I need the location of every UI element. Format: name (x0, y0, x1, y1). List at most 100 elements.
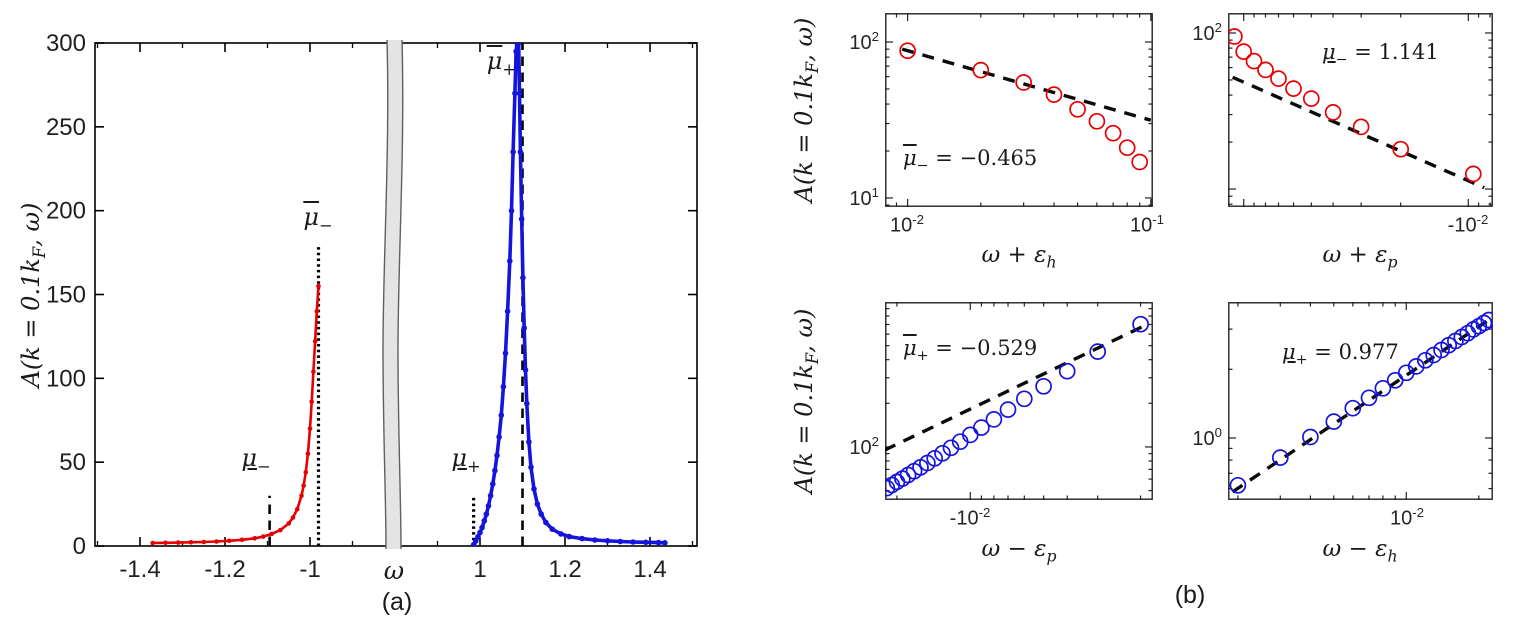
data-point-circle (1058, 362, 1076, 380)
particle-branch-marker (643, 539, 649, 546)
y-tick-label: 100 (46, 365, 86, 392)
hole-branch-curve (152, 286, 320, 545)
y-tick-label: 300 (46, 30, 86, 57)
tl-x-axis-label: ω + εh (981, 242, 1057, 272)
panel-b-subplot-bottom-right (1228, 302, 1493, 500)
data-point-circle (1271, 449, 1289, 466)
data-point-circle (985, 411, 1003, 428)
data-point-circle (1069, 100, 1086, 118)
particle-branch-marker (479, 524, 485, 531)
data-point-circle (1416, 351, 1434, 369)
particle-branch-marker (526, 439, 532, 445)
x-tick-label: -1.2 (204, 556, 245, 583)
mu-bar-minus-label: μ− (303, 203, 333, 235)
bl-x-tick-neg0p01: -10-2 (949, 505, 991, 530)
plot-box (1228, 13, 1493, 207)
hole-branch-marker (150, 540, 155, 546)
plot-box (885, 302, 1153, 500)
particle-branch-marker (485, 503, 492, 509)
tr-x-axis-label: ω + εp (1322, 242, 1398, 272)
data-point-circle (1374, 379, 1392, 397)
data-point-circle (899, 42, 916, 60)
particle-branch-marker (592, 537, 598, 543)
br-x-axis-label: ω − εh (1322, 536, 1398, 566)
mu-bar-plus-label: μ+ (486, 47, 516, 79)
particle-branch-marker (517, 149, 524, 155)
panel-b-subplot-top-left (885, 13, 1153, 207)
data-point-circle (1285, 80, 1302, 97)
data-point-circle (1088, 112, 1106, 130)
particle-branch-marker (477, 529, 483, 536)
fit-line (1231, 75, 1485, 190)
fit-line (885, 324, 1144, 452)
data-point-circle (934, 444, 951, 462)
tl-exponent-annotation: μ− = −0.465 (903, 146, 1038, 175)
hole-branch-marker (303, 469, 309, 475)
particle-branch-marker (504, 308, 511, 315)
particle-branch-marker (528, 464, 534, 471)
panel-a-x-axis-label: ω (383, 556, 405, 585)
data-point-circle (1235, 43, 1253, 60)
fit-line (901, 47, 1152, 122)
panel-b-caption: (b) (1174, 581, 1206, 609)
data-point-circle (1131, 153, 1149, 171)
particle-branch-marker (507, 258, 513, 264)
panel-b-top-row-y-label: A(k = 0.1kF, ω) (790, 17, 822, 203)
bl-y-tick-100: 102 (849, 434, 879, 459)
panel-b-subplot-bottom-left (885, 302, 1153, 500)
particle-branch-marker (496, 434, 502, 440)
hole-branch-marker (301, 483, 306, 488)
data-point-circle (1104, 124, 1122, 142)
hole-branch-marker (239, 537, 245, 543)
data-point-circle (1257, 61, 1274, 79)
particle-branch-marker (516, 90, 523, 97)
hole-branch-marker (314, 309, 320, 314)
data-point-circle (1245, 52, 1263, 70)
particle-branch-marker (662, 540, 668, 546)
particle-branch-marker (518, 216, 525, 222)
particle-branch-marker (655, 539, 662, 546)
particle-branch-marker (498, 412, 505, 419)
plot-box (1228, 302, 1493, 500)
hole-branch-marker (307, 426, 313, 431)
br-exponent-annotation: μ+ = 0.977 (1282, 340, 1399, 369)
hole-branch-marker (278, 527, 283, 533)
panel-a-caption: (a) (381, 588, 413, 616)
data-point-circle (973, 419, 990, 436)
data-point-circle (1229, 476, 1247, 494)
x-tick-label: -1.4 (119, 556, 160, 583)
data-point-circle (1132, 315, 1149, 333)
hole-branch-marker (309, 399, 315, 405)
br-x-tick-0p01: 10-2 (1390, 505, 1424, 530)
data-point-circle (1302, 428, 1319, 446)
panel-a-plot: 0 50 100 150 200 250 300 -1.4 -1.2 -1 1 1.2 1.4 (46, 30, 698, 583)
data-point-circle (1270, 70, 1287, 87)
particle-branch-marker (515, 43, 522, 46)
particle-branch-marker (520, 274, 526, 281)
hole-branch-marker (227, 538, 232, 544)
hole-branch-marker (290, 515, 296, 520)
hole-branch-marker (316, 283, 321, 289)
data-point-circle (1325, 413, 1343, 430)
tl-y-tick-100: 102 (849, 29, 879, 54)
data-point-circle (942, 439, 960, 457)
particle-branch-marker (510, 149, 516, 155)
x-tick-label: 1.4 (633, 556, 666, 583)
particle-branch-marker (558, 531, 564, 537)
y-tick-label: 150 (46, 282, 86, 309)
y-tick-label: 0 (73, 533, 86, 560)
hole-branch-marker (286, 521, 292, 526)
x-tick-label: 1.2 (548, 556, 581, 583)
mu-under-minus-label: μ− (241, 444, 271, 476)
particle-branch-marker (473, 538, 479, 544)
mu-under-plus-label: μ+ (451, 444, 481, 476)
hole-branch-marker (163, 540, 168, 546)
data-point-circle (1089, 343, 1107, 360)
hole-branch-marker (269, 531, 275, 537)
panel-b-bottom-row-y-label: A(k = 0.1kF, ω) (790, 308, 822, 494)
y-tick-label: 250 (46, 114, 86, 141)
hole-branch-marker (252, 536, 258, 541)
plot-box (885, 13, 1153, 207)
particle-branch-marker (521, 325, 527, 331)
